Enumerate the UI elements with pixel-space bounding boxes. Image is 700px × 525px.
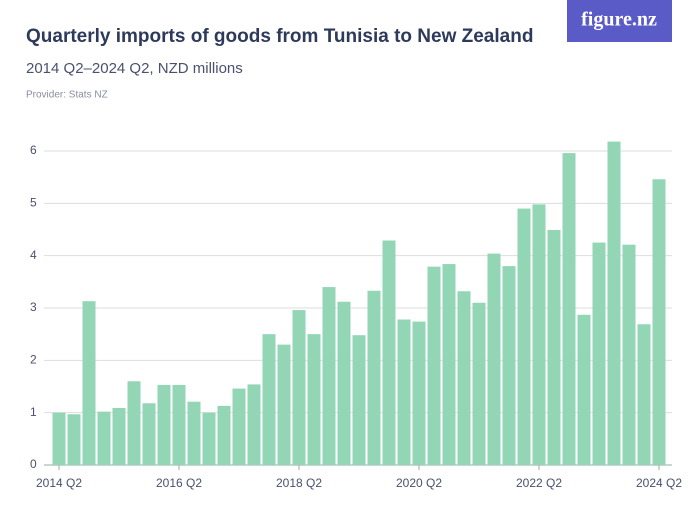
y-tick-label: 1 (30, 405, 37, 419)
bar (82, 301, 96, 465)
bar (97, 411, 111, 465)
x-tick-label: 2016 Q2 (156, 476, 202, 490)
bar (592, 242, 606, 465)
bar (607, 141, 621, 465)
bar (367, 290, 381, 465)
bar (322, 287, 336, 465)
y-tick-label: 3 (30, 300, 37, 314)
bar (382, 240, 396, 465)
bar (52, 412, 66, 465)
bar (412, 321, 426, 465)
bar (502, 266, 516, 465)
bar (232, 388, 246, 465)
y-tick-label: 5 (30, 196, 37, 210)
x-tick-label: 2014 Q2 (36, 476, 82, 490)
bar (127, 381, 141, 465)
bar (547, 230, 561, 465)
bar (457, 291, 471, 465)
bar (142, 403, 156, 465)
bar (577, 314, 591, 465)
y-tick-label: 6 (30, 143, 37, 157)
bar (187, 401, 201, 465)
bar (637, 324, 651, 465)
y-tick-label: 4 (30, 248, 37, 262)
bar (172, 384, 186, 465)
x-tick-label: 2018 Q2 (276, 476, 322, 490)
x-tick-label: 2022 Q2 (516, 476, 562, 490)
logo: figure.nz (581, 9, 657, 31)
bar (652, 179, 666, 465)
logo-box (567, 0, 672, 42)
bar (307, 334, 321, 465)
x-tick-label: 2020 Q2 (396, 476, 442, 490)
bar (247, 384, 261, 465)
bar (487, 253, 501, 465)
y-tick-label: 2 (30, 353, 37, 367)
y-tick-label: 0 (30, 457, 37, 471)
bar (217, 405, 231, 465)
bar (67, 414, 81, 465)
bar (532, 204, 546, 465)
bar (292, 310, 306, 465)
bar (337, 301, 351, 465)
bar (397, 319, 411, 465)
bar (202, 412, 216, 465)
bar (352, 335, 366, 465)
bar (442, 264, 456, 465)
bar (112, 407, 126, 465)
chart-subtitle: 2014 Q2–2024 Q2, NZD millions (26, 60, 243, 77)
bar (157, 384, 171, 465)
bar (472, 302, 486, 465)
x-tick-label: 2024 Q2 (636, 476, 682, 490)
bar (427, 266, 441, 465)
bar (622, 244, 636, 465)
bar (262, 334, 276, 465)
bar (277, 344, 291, 465)
chart-title: Quarterly imports of goods from Tunisia … (26, 26, 533, 47)
bar (562, 153, 576, 466)
provider: Provider: Stats NZ (26, 90, 108, 101)
bar (517, 208, 531, 466)
